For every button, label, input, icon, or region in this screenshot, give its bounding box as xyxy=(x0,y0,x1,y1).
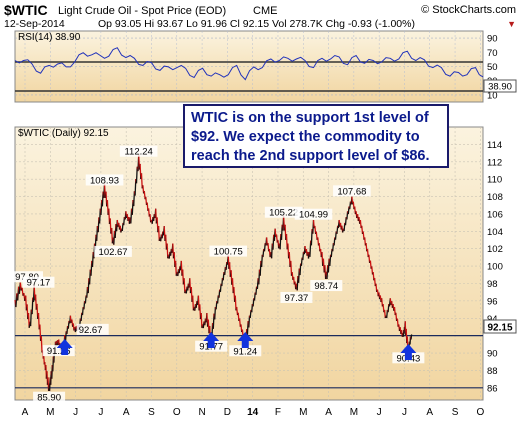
price-tick-label: 104 xyxy=(487,227,503,238)
price-tick-label: 90 xyxy=(487,349,498,360)
price-value-label: 92.67 xyxy=(79,325,103,336)
price-segment xyxy=(329,254,332,266)
price-tick-label: 102 xyxy=(487,244,503,255)
x-axis-label: M xyxy=(46,407,54,418)
price-tick-label: 106 xyxy=(487,209,503,220)
x-axis-label: S xyxy=(148,407,155,418)
price-segment xyxy=(299,263,302,276)
price-value-label: 97.17 xyxy=(27,278,51,289)
price-tick-label: 112 xyxy=(487,157,502,168)
price-tick-label: 108 xyxy=(487,192,503,203)
price-value-label: 98.74 xyxy=(314,281,338,292)
x-axis-label: J xyxy=(98,407,103,418)
x-axis-label: A xyxy=(22,407,29,418)
price-label-bg xyxy=(294,208,333,220)
down-triangle-icon: ▼ xyxy=(507,19,516,29)
instrument-name: Light Crude Oil - Spot Price (EOD) xyxy=(58,5,226,17)
price-label-bg xyxy=(85,174,124,186)
price-tick-label: 98 xyxy=(487,279,498,290)
x-axis-label: S xyxy=(452,407,459,418)
exchange: CME xyxy=(253,5,277,17)
up-arrow-icon xyxy=(203,332,220,348)
up-arrow-icon xyxy=(56,339,73,355)
price-value-label: 102.67 xyxy=(99,247,128,258)
price-label-bg xyxy=(209,245,248,257)
x-axis-label: A xyxy=(426,407,433,418)
rsi-tick-label: 10 xyxy=(487,90,498,101)
price-value-label: 91.24 xyxy=(233,346,257,357)
annotation-line-1: WTIC is on the support 1st level of xyxy=(191,110,429,126)
x-axis-label: O xyxy=(476,407,484,418)
price-label-bg xyxy=(280,291,313,303)
price-segment xyxy=(140,173,143,189)
price-tick-label: 100 xyxy=(487,262,503,273)
x-axis-label: O xyxy=(173,407,181,418)
up-arrow-icon xyxy=(237,332,254,348)
rsi-value-label: 38.90 xyxy=(488,82,512,93)
price-label-bg xyxy=(119,145,158,157)
rsi-tick-label: 90 xyxy=(487,34,498,45)
annotation-box: WTIC is on the support 1st level of $92.… xyxy=(183,104,449,168)
x-axis-label: N xyxy=(198,407,205,418)
price-value-label: 100.75 xyxy=(214,247,243,258)
last-price-box xyxy=(483,319,517,334)
price-panel-label: $WTIC (Daily) 92.15 xyxy=(18,128,109,139)
price-segment xyxy=(410,334,413,340)
rsi-label: RSI(14) 38.90 xyxy=(18,32,81,43)
price-value-label: 107.68 xyxy=(337,186,366,197)
price-segment xyxy=(260,254,263,268)
x-axis-label: J xyxy=(402,407,407,418)
price-label-bg xyxy=(229,345,262,357)
x-axis-label: A xyxy=(123,407,130,418)
price-tick-label: 110 xyxy=(487,175,502,186)
price-label-bg xyxy=(264,206,303,218)
price-label-bg xyxy=(76,323,109,335)
x-axis-label: F xyxy=(275,407,281,418)
price-tick-label: 88 xyxy=(487,366,498,377)
x-axis-label: D xyxy=(224,407,231,418)
x-axis-label: 14 xyxy=(247,407,259,418)
x-axis-label: J xyxy=(73,407,78,418)
x-axis-label: A xyxy=(325,407,332,418)
price-value-label: 104.99 xyxy=(299,210,328,221)
price-label-bg xyxy=(42,345,75,357)
chart-date: 12-Sep-2014 xyxy=(4,18,65,30)
price-value-label: 112.24 xyxy=(124,147,152,158)
x-axis-label: M xyxy=(299,407,307,418)
price-tick-label: 86 xyxy=(487,383,498,394)
price-segment xyxy=(40,336,43,353)
price-tick-label: 96 xyxy=(487,296,498,307)
rsi-tick-label: 70 xyxy=(487,48,498,59)
quote-line: Op 93.05 Hi 93.67 Lo 91.96 Cl 92.15 Vol … xyxy=(98,18,415,30)
annotation-line-3: reach the 2nd support level of $86. xyxy=(191,148,430,164)
price-label-bg xyxy=(22,276,55,288)
x-axis-label: J xyxy=(377,407,382,418)
price-value-label: 97.37 xyxy=(285,293,309,304)
price-value-label: 105.22 xyxy=(269,208,298,219)
up-arrow-icon xyxy=(400,344,417,360)
annotation-line-2: $92. We expect the commodity to xyxy=(191,129,420,145)
price-segment xyxy=(214,306,217,320)
price-value-label: 108.93 xyxy=(90,175,119,186)
price-label-bg xyxy=(333,185,371,197)
price-label-bg xyxy=(310,280,343,292)
rsi-tick-label: 50 xyxy=(487,62,498,73)
price-segment xyxy=(248,315,251,328)
x-axis-label: M xyxy=(350,407,358,418)
rsi-line xyxy=(14,47,484,81)
price-tick-label: 114 xyxy=(487,140,502,151)
price-label-bg xyxy=(33,391,66,403)
rsi-value-box xyxy=(483,79,517,93)
price-value-label: 85.90 xyxy=(37,393,61,404)
price-value-label: 91.26 xyxy=(47,346,71,357)
price-tick-label: 94 xyxy=(487,314,498,325)
last-price-label: 92.15 xyxy=(487,323,512,334)
price-label-bg xyxy=(94,245,132,257)
brand-logo: © StockCharts.com xyxy=(421,4,516,16)
symbol: $WTIC xyxy=(4,2,48,18)
